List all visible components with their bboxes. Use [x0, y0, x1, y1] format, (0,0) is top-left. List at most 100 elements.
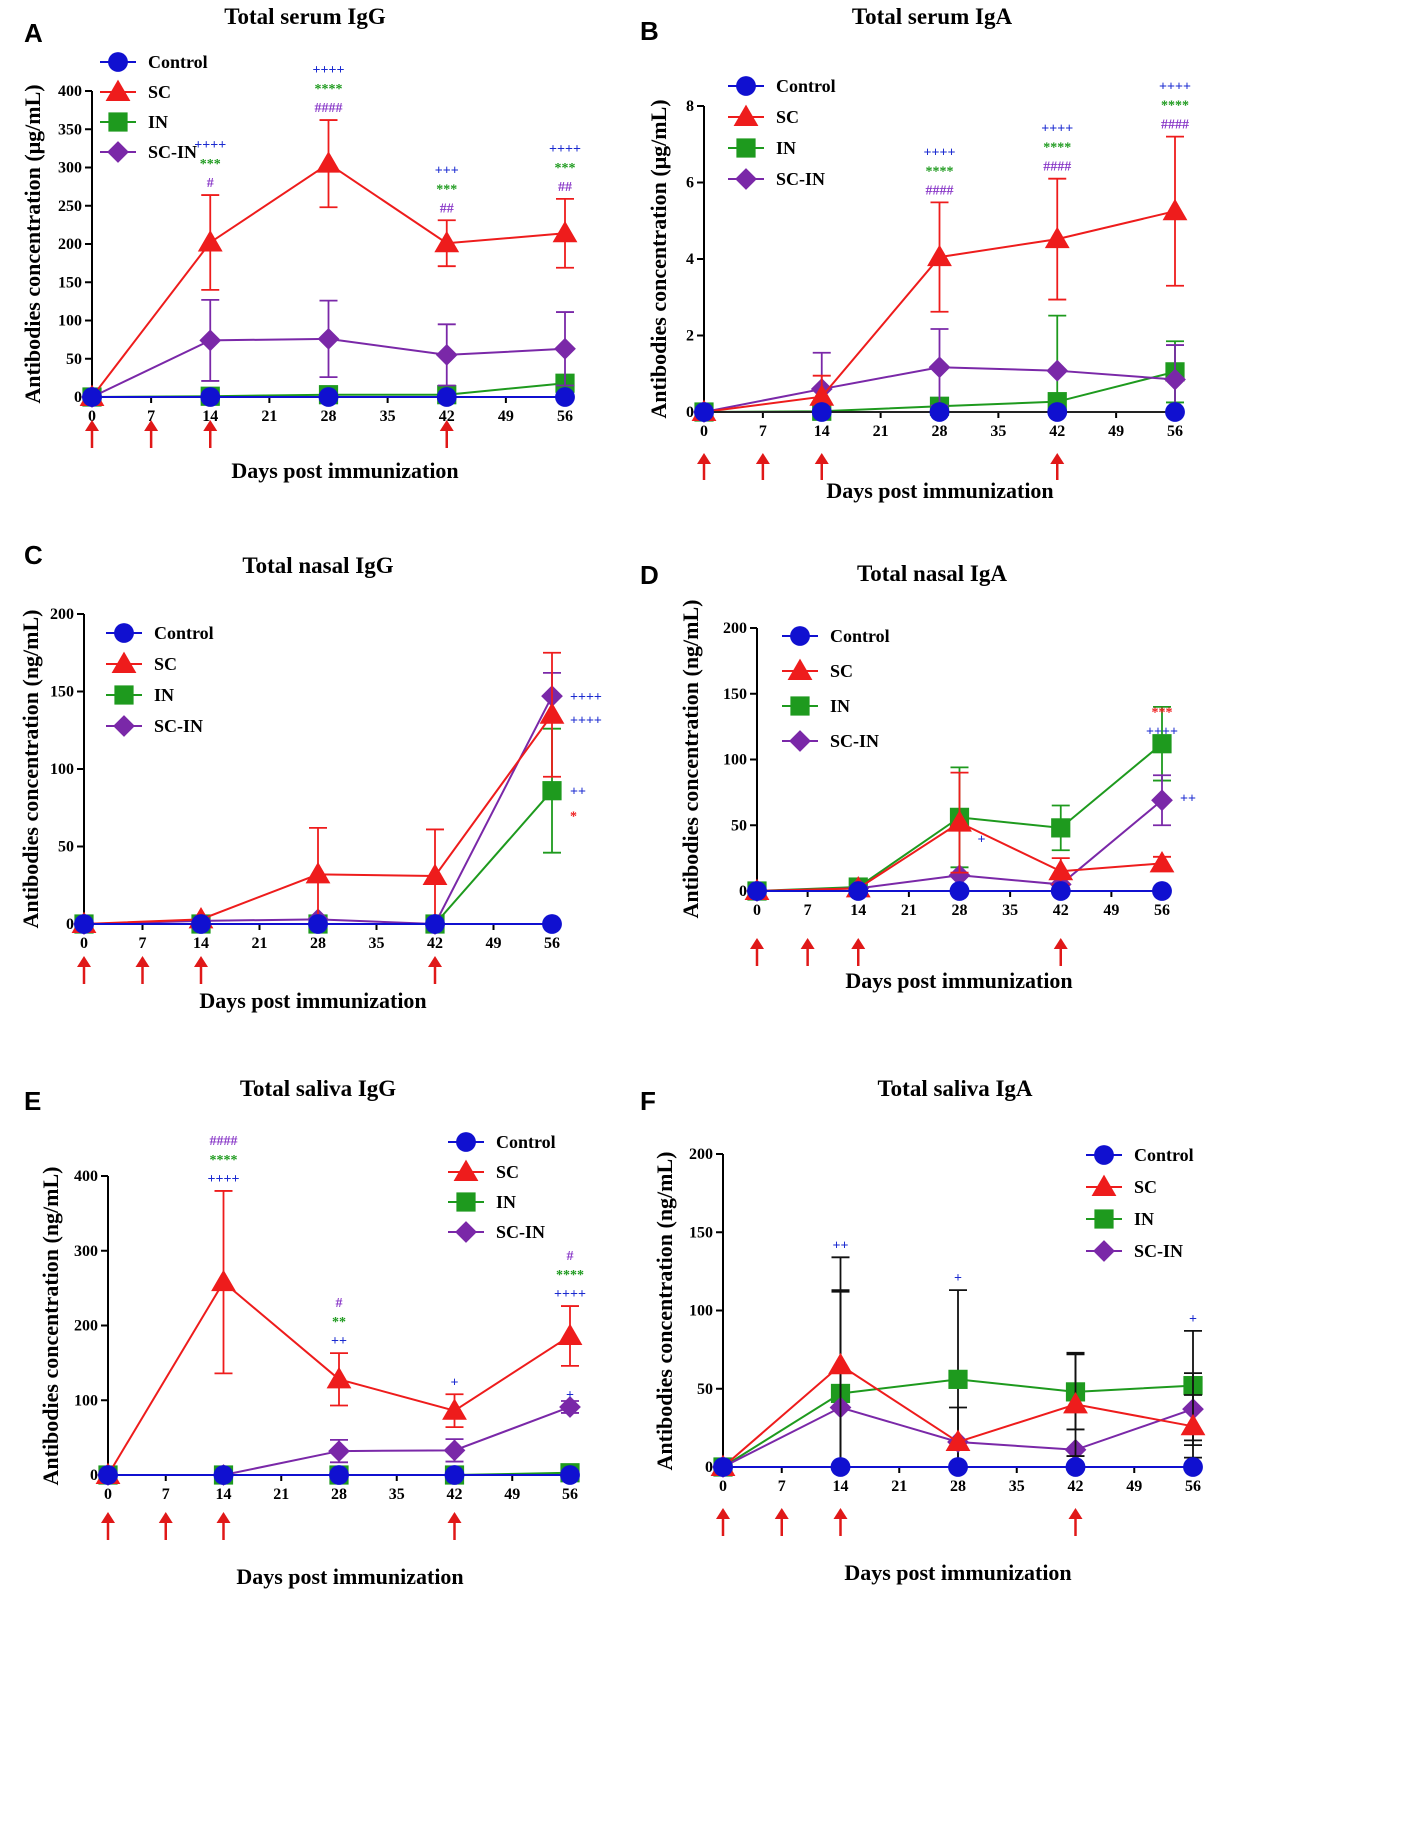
panel-letter: C	[24, 540, 43, 570]
sc-marker	[1063, 1392, 1088, 1414]
control-marker	[694, 402, 714, 422]
legend-item-scin: SC-IN	[728, 168, 825, 190]
panel-e: E Total saliva IgG 0 100 200 300 400 0 7 14 21 28 35…	[24, 1076, 586, 1589]
annotation-mark: **	[332, 1315, 346, 1330]
legend-label: Control	[496, 1132, 556, 1152]
in-marker	[1094, 1209, 1114, 1229]
x-axis-label: Days post immunization	[231, 458, 458, 483]
arrow-head	[774, 1508, 789, 1519]
control-marker	[747, 881, 767, 901]
x-tick-label: 42	[427, 935, 443, 952]
immunization-arrow	[851, 938, 866, 966]
legend-item-scin: SC-IN	[100, 141, 197, 163]
immunization-arrow	[750, 938, 764, 966]
in-marker	[542, 781, 562, 801]
annotation-mark: +++	[435, 163, 459, 178]
significance-annotation: ++	[570, 785, 586, 800]
legend-item-sc: SC	[106, 651, 177, 674]
arrow-head	[697, 453, 711, 464]
legend-label: Control	[1134, 1145, 1194, 1165]
chart-title: Total serum IgA	[852, 4, 1013, 29]
legend-item-sc: SC	[100, 79, 171, 102]
legend-label: SC-IN	[776, 169, 825, 189]
x-tick-label: 49	[498, 408, 514, 425]
control-marker	[1165, 402, 1185, 422]
x-tick-label: 42	[447, 1486, 463, 1503]
x-tick-label: 14	[850, 902, 866, 919]
significance-annotation: ++++ **** ####	[1159, 80, 1191, 133]
arrow-head	[135, 956, 150, 967]
legend-item-in: IN	[448, 1192, 516, 1212]
arrow-head	[77, 956, 91, 967]
series-control	[98, 1465, 580, 1485]
control-marker	[425, 914, 445, 934]
x-tick-label: 28	[950, 1478, 966, 1495]
sc-marker	[211, 1269, 236, 1292]
control-marker	[329, 1465, 349, 1485]
chart-title: Total nasal IgA	[857, 561, 1007, 586]
legend: Control SC IN SC-IN	[728, 76, 836, 190]
in-marker	[1152, 734, 1172, 754]
sc-marker	[1048, 858, 1074, 881]
sc-marker	[927, 244, 952, 267]
x-tick-label: 0	[104, 1486, 112, 1503]
y-tick-label: 0	[74, 389, 82, 406]
sc-marker	[828, 1352, 853, 1375]
control-marker	[444, 1465, 465, 1485]
annotation-mark: +	[954, 1271, 962, 1286]
scin-marker	[735, 168, 757, 190]
immunization-arrow	[800, 938, 815, 966]
x-tick-label: 14	[216, 1486, 232, 1503]
annotation-mark: +	[566, 1388, 574, 1403]
annotation-mark: +	[451, 1375, 459, 1390]
y-axis-label: Antibodies concentration (μg/mL)	[20, 84, 45, 403]
annotation-mark: ####	[1043, 160, 1071, 175]
control-marker	[560, 1465, 580, 1485]
arrow-head	[1050, 453, 1065, 464]
sc-marker	[1162, 198, 1188, 221]
x-tick-label: 49	[1103, 902, 1119, 919]
immunization-arrow	[774, 1508, 789, 1536]
legend-label: Control	[148, 52, 208, 72]
x-tick-label: 35	[380, 408, 396, 425]
x-tick-label: 7	[139, 935, 147, 952]
legend-label: SC	[830, 661, 853, 681]
x-tick-label: 42	[1053, 902, 1069, 919]
control-marker	[542, 914, 562, 934]
sc-marker	[947, 810, 972, 832]
annotation-mark: ***	[1152, 706, 1173, 721]
annotation-mark: ***	[436, 182, 457, 197]
annotation-mark: ****	[1161, 99, 1189, 114]
x-tick-label: 49	[486, 935, 502, 952]
legend-label: SC-IN	[154, 716, 203, 736]
sc-marker	[1149, 850, 1175, 873]
annotation-mark: ++++	[924, 145, 956, 160]
legend-label: SC	[776, 107, 799, 127]
y-axis-label: Antibodies concentration (ng/mL)	[652, 1152, 677, 1471]
legend-item-in: IN	[728, 138, 796, 158]
control-marker	[790, 626, 810, 646]
chart-title: Total nasal IgG	[242, 553, 393, 578]
sc-marker	[539, 702, 565, 724]
x-tick-label: 7	[147, 408, 155, 425]
arrow-head	[800, 938, 815, 949]
sc-marker	[105, 79, 131, 101]
y-tick-label: 300	[74, 1243, 98, 1260]
control-marker	[318, 387, 339, 407]
annotation-mark: ++++	[1041, 122, 1073, 137]
scin-marker	[107, 141, 129, 163]
sc-marker	[453, 1159, 479, 1181]
annotation-mark: ++++	[313, 63, 345, 78]
x-tick-label: 21	[891, 1478, 907, 1495]
arrow-head	[1053, 938, 1068, 949]
scin-marker	[113, 715, 135, 737]
arrow-head	[428, 956, 442, 967]
scin-marker	[928, 356, 951, 379]
legend: Control SC IN SC-IN	[782, 626, 890, 752]
significance-annotation: +	[566, 1388, 574, 1403]
scin-marker	[328, 1440, 350, 1462]
annotation-mark: ***	[555, 161, 576, 176]
y-tick-label: 200	[50, 606, 74, 623]
control-marker	[929, 402, 950, 422]
legend-item-sc: SC	[782, 658, 853, 681]
